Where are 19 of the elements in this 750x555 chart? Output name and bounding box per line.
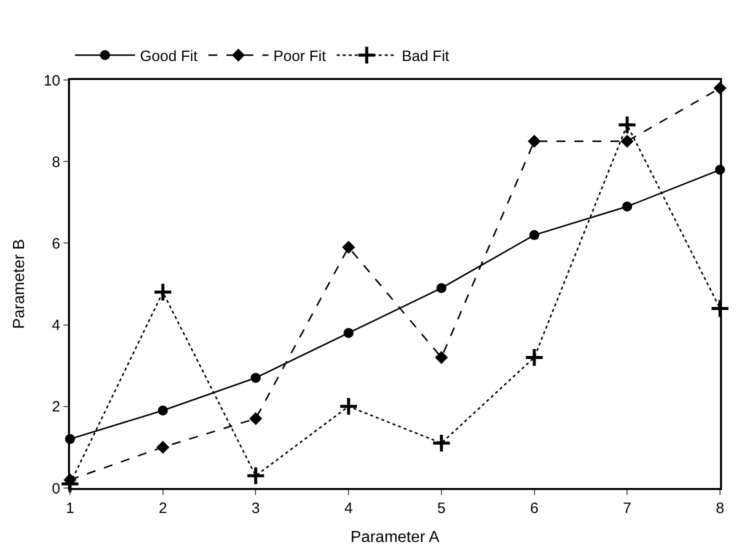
y-tick-label: 4	[52, 317, 60, 334]
x-tick-label: 8	[716, 500, 724, 517]
x-tick-label: 6	[530, 500, 538, 517]
y-tick-label: 8	[52, 154, 60, 171]
x-tick-label: 4	[344, 500, 353, 517]
y-tick-label: 6	[52, 235, 60, 252]
x-axis-title: Parameter A	[350, 528, 440, 546]
x-tick-label: 3	[252, 500, 260, 517]
legend-label: Poor Fit	[273, 48, 327, 65]
x-tick-label: 5	[437, 500, 446, 517]
legend-label: Good Fit	[140, 48, 198, 65]
x-tick-label: 7	[622, 500, 632, 517]
y-tick-label: 2	[52, 398, 60, 416]
x-tick-label: 2	[158, 500, 168, 517]
y-tick-label: 0	[52, 480, 60, 498]
x-tick-label: 1	[66, 500, 74, 517]
legend-label: Bad Fit	[402, 48, 450, 65]
y-axis-title: Parameter B	[10, 239, 28, 329]
y-tick-label: 10	[44, 72, 60, 90]
